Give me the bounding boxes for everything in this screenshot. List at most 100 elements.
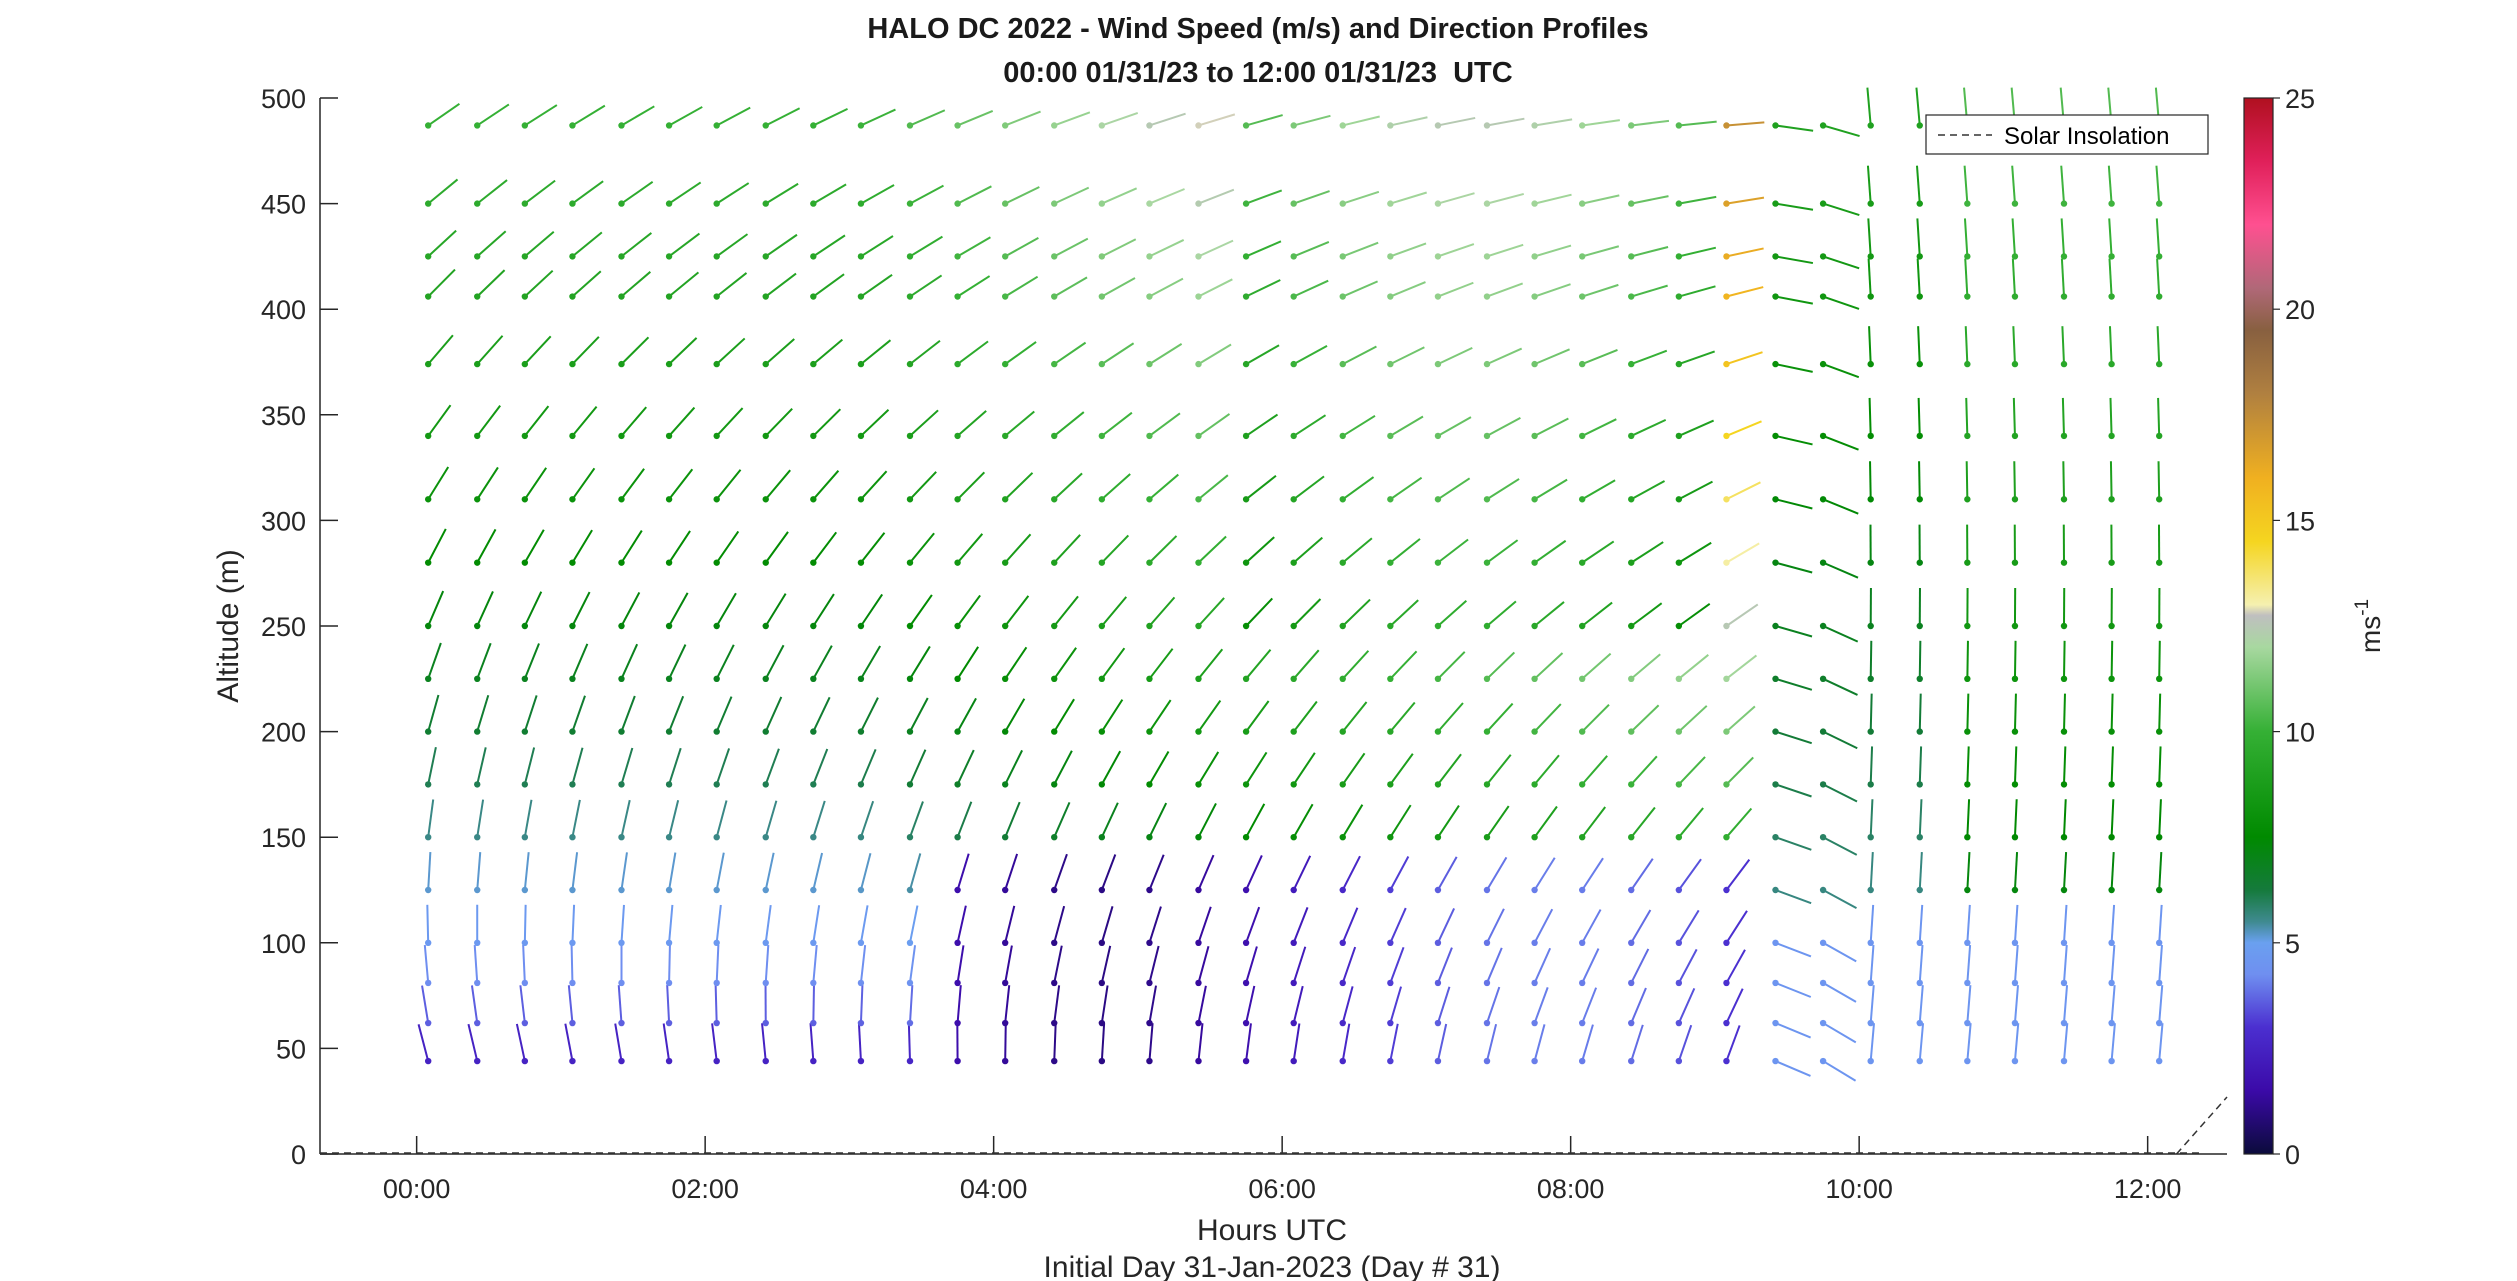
wind-barb-point	[665, 122, 673, 129]
wind-barb-point	[1578, 432, 1586, 440]
wind-barb-point	[1867, 253, 1874, 260]
wind-barb-point	[1867, 622, 1874, 630]
wind-barb-line	[909, 697, 929, 733]
wind-barb-point	[1051, 728, 1058, 735]
wind-barb-point	[1723, 979, 1730, 987]
wind-barb-point	[1051, 1057, 1058, 1065]
wind-barb-line	[765, 182, 799, 205]
wind-barb-line	[476, 590, 494, 627]
wind-barb-point	[1867, 979, 1874, 987]
wind-barb-line	[1581, 909, 1602, 944]
wind-barb-point	[2108, 622, 2115, 630]
wind-barb-point	[906, 834, 914, 841]
wind-barb-line	[1822, 1060, 1857, 1082]
wind-barb-line	[2110, 852, 2115, 891]
wind-barb-line	[1245, 189, 1283, 205]
wind-barb-point	[521, 728, 529, 735]
wind-barb-line	[1822, 498, 1859, 515]
wind-barb-line	[1678, 756, 1706, 786]
wind-barb-point	[665, 496, 673, 503]
wind-barb-point	[2156, 675, 2163, 682]
wind-barb-point	[1051, 360, 1058, 368]
wind-barb-line	[1101, 187, 1138, 205]
wind-barb-point	[1916, 939, 1923, 946]
wind-barb-line	[620, 468, 645, 500]
wind-barb-point	[762, 122, 769, 129]
wind-barb-line	[2062, 944, 2068, 984]
wind-barb-line	[909, 409, 939, 437]
wind-barb-point	[521, 253, 529, 260]
wind-barb-line	[668, 644, 687, 680]
wind-barb-point	[1531, 728, 1538, 735]
wind-barb-point	[1964, 728, 1971, 735]
wind-barb-point	[1242, 1019, 1250, 1027]
wind-barb-line	[1389, 476, 1423, 501]
colorbar-label: ms-1	[2352, 599, 2386, 653]
wind-barb-line	[1867, 258, 1872, 297]
wind-barb-point	[1146, 432, 1153, 440]
wind-barb-point	[424, 834, 432, 841]
wind-barb-point	[521, 675, 529, 682]
wind-barb-point	[1819, 253, 1827, 260]
wind-barb-line	[1486, 702, 1514, 733]
wind-barb-line	[524, 405, 550, 437]
wind-barb-line	[1293, 344, 1328, 365]
wind-barb-point	[2060, 200, 2068, 207]
wind-barb-line	[1630, 909, 1652, 944]
wind-barb-point	[762, 939, 769, 946]
wind-barb-line	[764, 800, 778, 838]
wind-barb-point	[810, 781, 817, 788]
wind-barb-line	[1198, 188, 1235, 205]
wind-barb-point	[2156, 781, 2163, 788]
wind-barb-point	[954, 979, 961, 987]
wind-barb-line	[1534, 118, 1573, 127]
wind-barb-line	[1822, 363, 1860, 379]
wind-barb-line	[1101, 342, 1135, 365]
wind-barb-point	[665, 834, 673, 841]
wind-barb-line	[1966, 852, 1971, 891]
wind-barb-point	[1290, 781, 1297, 788]
wind-barb-line	[668, 852, 677, 891]
wind-barb-point	[1916, 728, 1923, 735]
wind-barb-point	[1819, 559, 1827, 566]
wind-barb-point	[2060, 979, 2068, 987]
wind-barb-line	[523, 643, 540, 680]
wind-barb-line	[515, 1023, 526, 1062]
wind-barb-point	[1434, 834, 1442, 841]
colorbar-tick-label: 5	[2285, 929, 2300, 959]
wind-barb-point	[1964, 979, 1971, 987]
wind-barb-point	[1290, 293, 1297, 300]
wind-barb-line	[1486, 805, 1510, 838]
wind-barb-point	[1434, 728, 1442, 735]
wind-barb-point	[1867, 1019, 1874, 1027]
wind-barb-point	[1772, 360, 1779, 368]
wind-barb-line	[1533, 1024, 1546, 1062]
wind-barb-point	[474, 122, 481, 129]
wind-barb-point	[1001, 496, 1009, 503]
wind-barb-point	[1434, 939, 1442, 946]
wind-barb-line	[1725, 988, 1744, 1024]
wind-barb-point	[569, 122, 576, 129]
wind-barb-line	[1678, 858, 1702, 891]
wind-barb-line	[860, 409, 890, 437]
wind-barb-line	[715, 944, 720, 983]
wind-barb-line	[1245, 700, 1270, 733]
wind-barb-point	[1916, 360, 1923, 368]
wind-barb-line	[1581, 479, 1616, 501]
wind-barb-line	[956, 853, 970, 891]
wind-barb-point	[1916, 886, 1923, 894]
wind-barb-line	[2158, 799, 2162, 838]
wind-barb-line	[1534, 348, 1570, 366]
wind-barb-point	[1819, 834, 1827, 841]
wind-barb-point	[1675, 834, 1683, 841]
wind-barb-point	[762, 360, 769, 368]
wind-barb-point	[618, 293, 625, 300]
wind-barb-point	[1772, 675, 1779, 682]
wind-barb-line	[2011, 258, 2016, 297]
wind-barb-point	[1001, 122, 1009, 129]
wind-barb-line	[1869, 904, 1875, 943]
chart-subtitle: 00:00 01/31/23 to 12:00 01/31/23 UTC	[1003, 57, 1512, 89]
wind-barb-point	[1819, 432, 1827, 440]
wind-barb-line	[860, 645, 882, 680]
wind-barb-point	[1146, 360, 1153, 368]
